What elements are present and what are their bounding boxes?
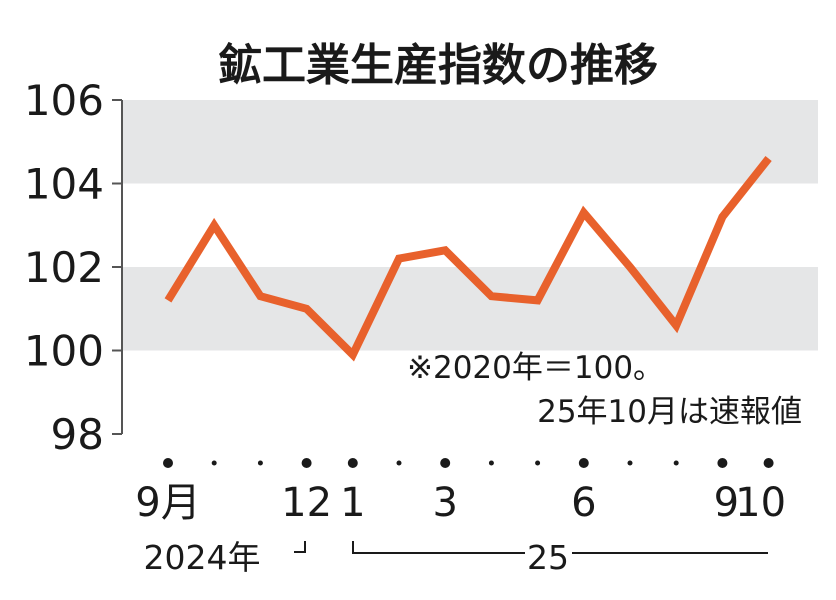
x-tick-dot	[257, 460, 263, 466]
y-tick-label: 104	[24, 160, 104, 209]
x-tick-dot	[673, 460, 679, 466]
x-tick-dot	[627, 460, 633, 466]
x-tick-dots	[163, 458, 774, 468]
x-tick-dot	[578, 458, 589, 468]
year-bracket-2024	[294, 541, 306, 553]
y-tick-label: 98	[51, 410, 104, 459]
x-tick-dot	[535, 460, 541, 466]
year-bracket-2025-left	[352, 541, 525, 554]
y-tick-labels: 106 104 102 100 98	[24, 76, 104, 459]
y-axis	[112, 99, 123, 435]
x-tick-label: 9月	[135, 480, 200, 526]
x-tick-dot	[347, 458, 358, 468]
shaded-bands	[122, 100, 818, 351]
x-tick-dot	[211, 460, 217, 466]
x-tick-label: 6	[571, 480, 596, 526]
x-tick-dot	[488, 460, 494, 466]
y-tick-label: 102	[24, 243, 104, 292]
chart-title: 鉱工業生産指数の推移	[218, 40, 658, 91]
annotation-line-2: 25年10月は速報値	[537, 394, 802, 430]
y-tick-label: 100	[24, 327, 104, 376]
annotation-note: ※2020年＝100。 25年10月は速報値	[407, 350, 802, 430]
x-tick-dot	[440, 458, 451, 468]
shaded-band	[122, 100, 818, 184]
x-tick-dot	[163, 458, 173, 468]
annotation-line-1: ※2020年＝100。	[407, 350, 664, 386]
x-tick-label: 3	[432, 480, 457, 526]
x-tick-dot	[396, 460, 402, 466]
x-tick-dot	[717, 458, 728, 468]
series-line	[164, 156, 772, 362]
x-tick-dot	[301, 458, 312, 468]
x-tick-labels: 9月 12 1 3 6 910	[135, 480, 786, 526]
x-tick-label: 1	[340, 480, 365, 526]
year-label-2024-group: 2024年	[144, 538, 306, 577]
y-tick-label: 106	[24, 76, 104, 125]
year-label-2024: 2024年	[144, 538, 261, 577]
x-tick-label: 9	[714, 480, 739, 526]
x-tick-label: 12	[281, 480, 332, 526]
year-label-2025: 25	[527, 538, 569, 577]
shaded-band	[122, 267, 818, 351]
x-tick-label: 10	[735, 480, 786, 526]
x-tick-dot	[763, 458, 774, 468]
series-line-group	[164, 156, 772, 362]
year-label-2025-group: 25	[352, 538, 768, 577]
